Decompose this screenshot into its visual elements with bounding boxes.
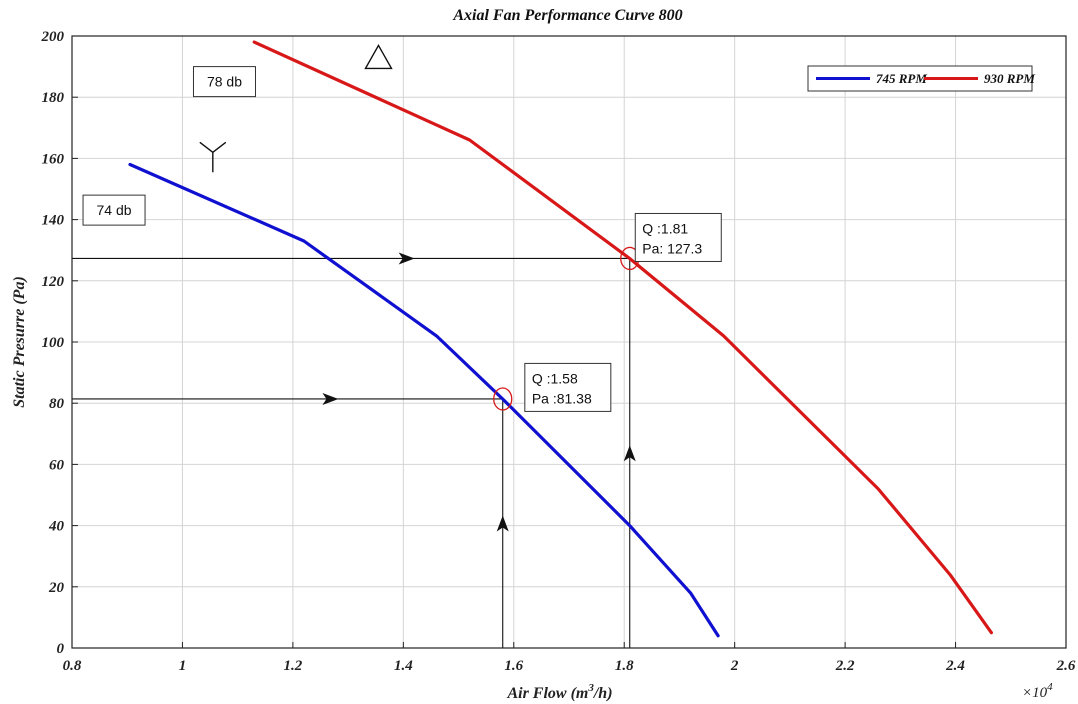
- y-tick-label: 0: [57, 641, 65, 657]
- operating-point-q: Q :1.58: [532, 370, 578, 386]
- tick-labels: 0.8 1 1.2 1.4 1.6 1.8 2 2.2 2.4 2.6 0 20 40 60 80 100 12…: [41, 29, 1076, 674]
- guide-arrow-up: [623, 445, 636, 462]
- guide-lines: [72, 252, 636, 648]
- y-tick-label: 200: [41, 29, 65, 45]
- x-axis-label: Air Flow (m3/h): [506, 682, 612, 702]
- chart-title: Axial Fan Performance Curve 800: [452, 7, 682, 24]
- y-axis-label: Static Presurre (Pa): [11, 276, 28, 408]
- operating-point-q: Q :1.81: [642, 220, 688, 236]
- x-tick-label: 1.2: [284, 658, 303, 674]
- y-tick-label: 180: [42, 90, 65, 106]
- x-tick-label: 1: [179, 658, 187, 674]
- delta-connection-icon: [364, 43, 393, 70]
- x-tick-label: 2.2: [835, 658, 855, 674]
- x-tick-label: 2.6: [1056, 658, 1076, 674]
- y-tick-label: 140: [42, 213, 65, 229]
- plot-frame: [71, 35, 1067, 649]
- operating-point-pa: Pa :81.38: [532, 390, 592, 406]
- db-label: 74 db: [97, 202, 132, 218]
- y-tick-label: 120: [42, 274, 65, 290]
- series-lines: [128, 40, 994, 638]
- guide-arrow-right: [398, 252, 415, 265]
- x-tick-label: 2.4: [945, 658, 965, 674]
- x-axis-label-tail: /h): [593, 685, 613, 702]
- db-label-box: [82, 194, 146, 226]
- db-label: 78 db: [207, 74, 242, 90]
- x-axis-multiplier: ×104: [1022, 681, 1053, 701]
- db-label-box: [192, 66, 256, 98]
- x-tick-label: 1.4: [394, 658, 413, 674]
- grid: [71, 35, 1067, 649]
- series-line-0: [128, 162, 720, 638]
- y-tick-label: 60: [49, 457, 65, 473]
- operating-point-pa: Pa: 127.3: [642, 240, 702, 256]
- annotations: Q :1.58 Pa :81.38 Q :1.81 Pa: 127.3 78 db 74 …: [82, 43, 722, 412]
- operating-point-label-box: [524, 362, 612, 412]
- x-axis-label-main: Air Flow (m: [506, 685, 588, 702]
- legend-label-930: 930 RPM: [984, 71, 1035, 86]
- legend-label-745: 745 RPM: [876, 71, 927, 86]
- x-axis-label-sup: 3: [587, 682, 594, 694]
- guide-arrow-right: [322, 392, 339, 405]
- x-tick-label: 1.8: [615, 658, 634, 674]
- series-line-1: [252, 40, 994, 635]
- y-tick-label: 40: [48, 519, 65, 535]
- legend: 745 RPM 930 RPM: [807, 65, 1035, 92]
- guide-arrow-up: [496, 515, 509, 532]
- x-axis-multiplier-base: ×10: [1022, 685, 1048, 701]
- x-tick-label: 0.8: [63, 658, 82, 674]
- y-tick-label: 100: [42, 335, 65, 351]
- y-tick-label: 80: [49, 396, 65, 412]
- x-tick-label: 2: [730, 658, 739, 674]
- y-tick-label: 20: [48, 580, 65, 596]
- star-connection-icon: [199, 141, 227, 173]
- x-tick-label: 1.6: [504, 658, 523, 674]
- x-axis-multiplier-exp: 4: [1047, 681, 1053, 693]
- operating-point-marker: [493, 387, 513, 411]
- y-tick-label: 160: [42, 151, 65, 167]
- operating-point-label-box: [634, 212, 722, 262]
